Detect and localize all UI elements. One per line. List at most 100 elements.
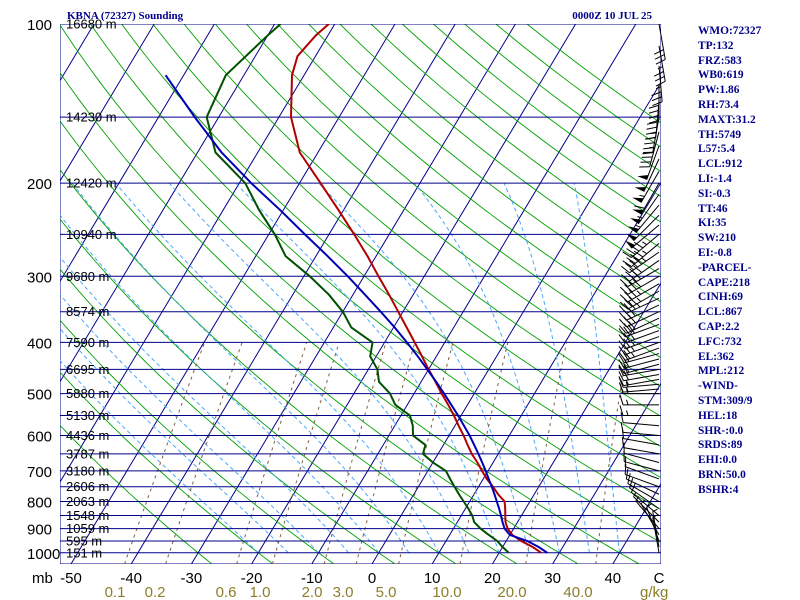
mixing-ratio-line [165, 342, 243, 564]
height-label: 16680 m [66, 17, 117, 32]
wind-barb-flag [623, 338, 631, 348]
wind-barb-flag [628, 314, 636, 324]
wind-barb-staff [623, 383, 660, 388]
wind-barb-flag [654, 54, 665, 60]
wind-barb-flag [628, 296, 637, 305]
wind-barb-halfflag [631, 334, 635, 340]
mixing-ratio-line [525, 342, 568, 564]
index-item: WMO:72327 [698, 25, 762, 37]
index-item: BRN:50.0 [698, 468, 746, 481]
mixing-ratio-tick-label: 0.6 [216, 584, 237, 600]
dry-adiabat [121, 24, 661, 479]
height-label: 151 m [66, 545, 102, 560]
index-item: KI:35 [698, 217, 727, 230]
dry-adiabat [60, 268, 396, 564]
height-label: 1059 m [66, 521, 109, 536]
wind-barb-staff [626, 317, 660, 334]
wind-barb-staff [623, 422, 660, 427]
height-label: 4436 m [66, 428, 109, 443]
mixing-ratio-tick-label: 10.0 [432, 584, 461, 600]
moist-adiabat [71, 182, 410, 554]
wind-barb-pennant [624, 240, 636, 249]
height-label: 5880 m [66, 386, 109, 401]
wind-barb-flag [632, 279, 642, 288]
wind-barb-flag [646, 121, 658, 125]
mb-axis-label: mb [32, 570, 53, 587]
index-item: EHI:0.0 [698, 454, 737, 467]
wind-barb [619, 383, 659, 395]
wind-barb-flag [618, 334, 626, 344]
wind-barb-flag [619, 405, 624, 416]
temperature-tick-label: -50 [60, 570, 82, 587]
pressure-tick-label: 400 [27, 335, 52, 352]
wind-barb-flag [653, 71, 664, 77]
wind-barb-halfflag [626, 410, 629, 416]
index-item: FRZ:583 [698, 54, 742, 67]
wind-barb-staff [627, 275, 660, 295]
moist-adiabat [573, 183, 620, 553]
wind-barb-staff [625, 323, 660, 338]
index-item: STM:309/9 [698, 394, 753, 407]
wind-barb-halfflag [652, 514, 658, 518]
index-item: LCL:867 [698, 306, 743, 319]
height-label: 3180 m [66, 463, 109, 478]
height-label: 12420 m [66, 176, 117, 191]
dry-adiabat [152, 24, 661, 448]
wind-barb [619, 317, 660, 334]
wind-barb [634, 158, 660, 192]
wind-barb [618, 330, 660, 344]
isotherm-line [552, 382, 661, 564]
wind-barb [618, 363, 660, 375]
wind-barb [639, 131, 660, 168]
wind-barb-flag [620, 412, 624, 423]
isotherm-line [251, 24, 577, 564]
wind-barb-flag [628, 307, 636, 317]
index-item: SHR-:0.0 [698, 424, 744, 437]
wind-barb-flag [624, 276, 633, 285]
wind-barb-flag [628, 273, 637, 282]
temperature-tick-label: -20 [241, 570, 263, 587]
wind-barb-flag [623, 323, 632, 332]
wind-barb-halfflag [631, 346, 635, 352]
wind-barb-halfflag [631, 340, 635, 346]
wind-barb-flag [621, 437, 625, 448]
wind-barb [632, 182, 660, 215]
height-label: 14230 m [66, 110, 117, 125]
wind-barb-flag [623, 365, 629, 376]
wind-barb-staff [629, 260, 660, 282]
wind-barb-flag [648, 104, 660, 109]
wind-barb-flag [622, 260, 632, 267]
wind-barb-staff [629, 251, 660, 274]
wind-barb-pennant [626, 233, 638, 241]
isotherm-line [60, 24, 276, 383]
wind-barb-staff [625, 341, 660, 356]
wind-barb [637, 145, 660, 180]
wind-barb [629, 477, 660, 510]
temperature-tick-label: 10 [424, 570, 441, 587]
mixing-ratio-tick-label: 5.0 [376, 584, 397, 600]
wind-barb [619, 275, 660, 295]
wind-barb-flag [619, 301, 629, 310]
dry-adiabat [183, 24, 661, 417]
wind-barb-halfflag [633, 491, 637, 497]
wind-barb [652, 514, 660, 553]
wind-barb [621, 437, 660, 455]
dry-adiabat [214, 24, 661, 388]
wind-barb [621, 428, 660, 446]
mixing-ratio-line [124, 342, 206, 564]
height-label: 2606 m [66, 479, 109, 494]
wind-barb [632, 171, 660, 203]
mixing-ratio-tick-label: 3.0 [333, 584, 354, 600]
mixing-ratio-tick-label: 1.0 [250, 584, 271, 600]
wind-barb-staff [631, 243, 660, 267]
wind-barb-staff [627, 283, 660, 303]
wind-barb-staff [658, 45, 666, 82]
dry-adiabat [308, 24, 661, 303]
mixing-ratio-tick-label: 20.0 [497, 584, 526, 600]
wind-barb-staff [624, 363, 660, 375]
wind-barb-pennant [628, 226, 640, 233]
dry-adiabat [60, 218, 457, 564]
height-label: 595 m [66, 534, 102, 549]
wind-barb-flag [618, 359, 625, 369]
wind-barb-pennant [634, 187, 646, 192]
